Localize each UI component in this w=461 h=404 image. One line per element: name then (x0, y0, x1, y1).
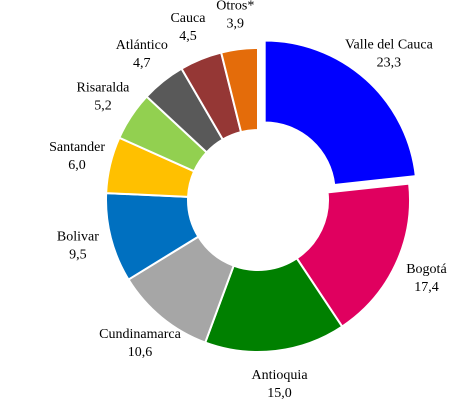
slice-label: Valle del Cauca (345, 37, 434, 52)
slice-value: 6,0 (68, 158, 86, 173)
slice-label: Santander (49, 140, 105, 155)
slice-label: Antioquia (252, 368, 309, 383)
donut-slice (219, 46, 259, 134)
donut-slice (295, 182, 411, 328)
slice-label: Atlántico (116, 38, 168, 53)
slice-value: 5,2 (94, 98, 112, 113)
slice-label: Bogotá (406, 262, 447, 277)
slice-label: Cundinamarca (99, 327, 181, 342)
slice-value: 4,5 (179, 29, 197, 44)
slice-label: Cauca (170, 11, 206, 26)
slice-value: 3,9 (227, 17, 245, 32)
slice-label: Bolivar (57, 230, 99, 245)
slice-value: 9,5 (69, 248, 87, 263)
slice-value: 23,3 (377, 55, 402, 70)
slice-value: 4,7 (133, 56, 151, 71)
slice-label: Risaralda (77, 80, 131, 95)
slice-value: 17,4 (414, 280, 439, 295)
slice-value: 15,0 (267, 386, 292, 401)
slice-label: Otros* (216, 0, 254, 14)
donut-slice (263, 39, 417, 187)
slice-value: 10,6 (128, 345, 153, 360)
